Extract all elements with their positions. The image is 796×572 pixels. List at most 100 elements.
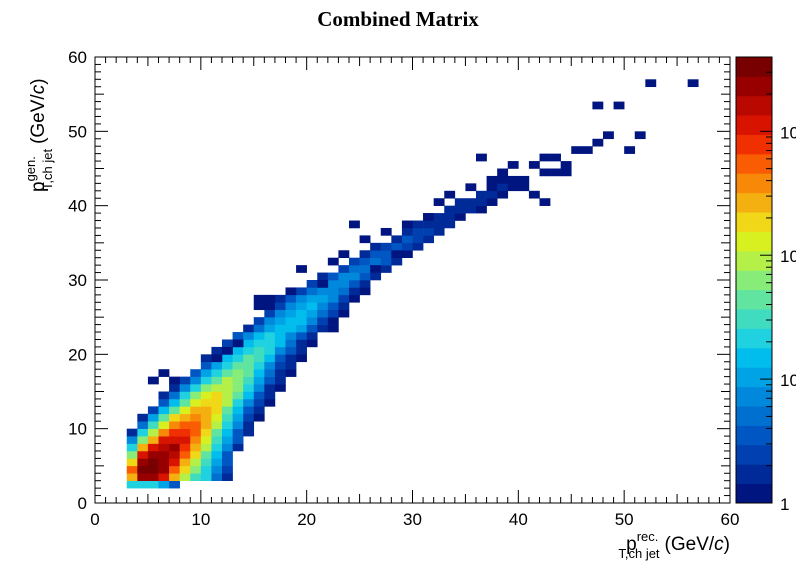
heatmap-cell: [253, 339, 265, 348]
heatmap-cell: [370, 265, 382, 273]
heatmap-cell: [645, 79, 657, 88]
heatmap-cell: [211, 436, 223, 444]
heatmap-cell: [539, 198, 551, 206]
heatmap-cell: [232, 346, 244, 355]
heatmap-cell: [179, 436, 191, 444]
x-axis-label-sup: rec.: [637, 529, 659, 544]
heatmap-cell: [338, 280, 350, 288]
heatmap-cell: [306, 280, 318, 288]
heatmap-cell: [222, 413, 233, 422]
heatmap-cell: [317, 272, 329, 281]
heatmap-cell: [465, 183, 477, 192]
heatmap-cell: [274, 332, 286, 340]
heatmap-cell: [285, 332, 297, 340]
heatmap-cell: [243, 398, 255, 407]
heatmap-cell: [285, 309, 297, 318]
heatmap-cell: [190, 458, 202, 467]
heatmap-cell: [147, 413, 159, 422]
heatmap-cell: [359, 235, 371, 244]
heatmap-cell: [211, 473, 223, 481]
heatmap-cell: [158, 413, 170, 422]
heatmap-cell: [539, 168, 551, 177]
heatmap-cell: [285, 302, 297, 311]
heatmap-cell: [264, 346, 276, 355]
heatmap-cell: [465, 198, 477, 206]
heatmap-cell: [264, 391, 276, 400]
heatmap-cell: [137, 421, 149, 429]
x-tick-label: 0: [90, 510, 99, 529]
colorbar-band: [736, 115, 772, 135]
heatmap-cell: [232, 413, 244, 422]
heatmap-cell: [232, 354, 244, 363]
heatmap-cell: [137, 436, 149, 444]
heatmap-cell: [243, 324, 255, 333]
heatmap-cell: [306, 339, 318, 348]
heatmap-cell: [253, 398, 265, 407]
heatmap-cell: [232, 398, 244, 407]
heatmap-cell: [137, 465, 149, 474]
heatmap-cell: [613, 101, 625, 110]
heatmap-cell: [296, 354, 307, 363]
heatmap-cell: [232, 332, 244, 340]
heatmap-cell: [306, 332, 318, 340]
heatmap-cell: [158, 465, 170, 474]
heatmap-cell: [306, 294, 318, 303]
heatmap-cell: [306, 309, 318, 318]
heatmap-cell: [222, 369, 233, 377]
heatmap-cell: [179, 376, 191, 385]
heatmap-cell: [179, 473, 191, 481]
heatmap-cell: [253, 354, 265, 363]
heatmap-cell: [349, 280, 360, 288]
heatmap-cell: [327, 317, 339, 325]
heatmap-cell: [243, 376, 255, 385]
heatmap-cell: [169, 421, 180, 429]
heatmap-cell: [190, 436, 202, 444]
heatmap-cell: [179, 398, 191, 407]
heatmap-cell: [232, 361, 244, 370]
heatmap-cell: [158, 398, 170, 407]
heatmap-cell: [264, 384, 276, 392]
heatmap-cell: [401, 235, 413, 244]
heatmap-cell: [486, 198, 498, 206]
y-axis-label: pgen. T,ch jet (GeV/c): [23, 78, 55, 192]
heatmap-cell: [603, 131, 614, 140]
heatmap-cell: [338, 272, 350, 281]
heatmap-cell: [147, 376, 159, 385]
y-tick-label: 40: [68, 197, 87, 216]
heatmap-cell: [158, 391, 170, 400]
heatmap-cell: [592, 138, 604, 147]
heatmap-cell: [454, 213, 466, 221]
heatmap-cell: [507, 161, 519, 169]
heatmap-cell: [296, 346, 307, 355]
heatmap-cell: [190, 465, 202, 474]
colorbar-band: [736, 406, 772, 426]
heatmap-cell: [200, 369, 212, 377]
heatmap-cell: [169, 480, 180, 489]
heatmap-cell: [211, 443, 223, 452]
heatmap-cell: [190, 473, 202, 481]
x-axis-label-main: p: [626, 534, 637, 555]
heatmap-cell: [518, 183, 530, 192]
heatmap-cell: [169, 413, 180, 422]
heatmap-cell: [200, 398, 212, 407]
heatmap-cell: [211, 458, 223, 467]
heatmap-cell: [232, 406, 244, 415]
heatmap-cell: [444, 190, 456, 199]
colorbar-band: [736, 289, 772, 310]
heatmap-cell: [401, 220, 413, 229]
heatmap-cell: [222, 346, 233, 355]
y-axis-label-unit-close: ): [28, 78, 49, 84]
heatmap-cell: [200, 376, 212, 385]
colorbar-band: [736, 231, 772, 252]
heatmap-cell: [412, 227, 424, 236]
heatmap-cell: [253, 324, 265, 333]
heatmap-cell: [274, 294, 286, 303]
heatmap-cell: [222, 443, 233, 452]
heatmap-cell: [296, 332, 307, 340]
heatmap-cell: [296, 324, 307, 333]
heatmap-cell: [243, 406, 255, 415]
heatmap-cell: [571, 146, 583, 154]
heatmap-cell: [285, 287, 297, 296]
heatmap-cell: [296, 339, 307, 348]
heatmap-cell: [222, 384, 233, 392]
